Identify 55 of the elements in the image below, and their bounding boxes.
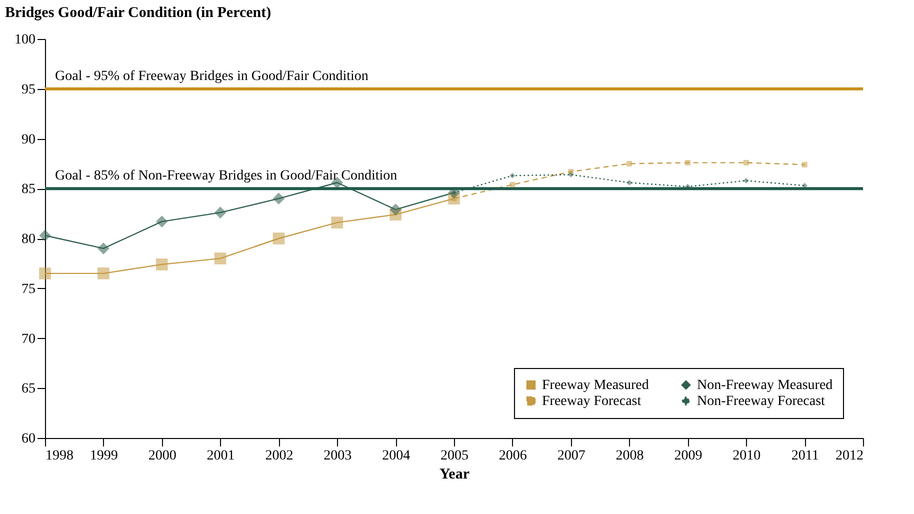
point [684, 160, 690, 166]
point [510, 172, 516, 178]
x-tick-label: 1999 [90, 448, 118, 464]
point [98, 242, 110, 254]
y-tick-label: 85 [22, 182, 36, 198]
y-tick-label: 75 [22, 282, 36, 297]
point [331, 216, 344, 228]
point [390, 204, 402, 216]
legend-label: Freeway Forecast [542, 394, 642, 409]
x-tick-label: 2004 [382, 448, 410, 464]
y-tick-label: 100 [14, 32, 36, 48]
y-tick-label: 80 [22, 232, 36, 247]
point [568, 172, 574, 178]
y-tick-label: 90 [22, 132, 36, 148]
point [626, 180, 632, 186]
x-tick-label: 1998 [46, 448, 74, 464]
point [39, 230, 51, 242]
point [156, 216, 168, 228]
point [626, 160, 632, 166]
y-tick-label: 60 [22, 432, 36, 446]
legend-label: Non-Freeway Measured [697, 378, 833, 393]
point [743, 178, 749, 184]
x-tick-label: 2002 [265, 448, 294, 464]
x-tick-label: 2010 [732, 448, 761, 464]
point [156, 258, 168, 270]
x-tick-label: 2001 [206, 448, 235, 464]
x-tick-label: 2005 [440, 448, 468, 464]
point [743, 160, 749, 166]
x-tick-label: 2000 [148, 448, 176, 464]
x-tick-label: 2006 [498, 448, 527, 464]
point [802, 162, 808, 168]
legend-label: Non-Freeway Forecast [697, 394, 826, 409]
x-tick-label: 2007 [557, 448, 586, 464]
y-tick-label: 70 [22, 332, 36, 347]
x-tick-label: 2008 [616, 448, 644, 464]
x-tick-label: 2003 [324, 448, 352, 464]
point [214, 252, 226, 264]
point [272, 232, 285, 244]
chart-title: Bridges Good/Fair Condition (in Percent) [5, 5, 272, 21]
y-tick-label: 95 [22, 82, 36, 98]
x-axis-title: Year [440, 466, 470, 482]
point [39, 267, 51, 280]
ref-line-label: Goal - 85% of Non-Freeway Bridges in Good/Fair Condition [55, 168, 398, 184]
point [214, 206, 226, 218]
point [98, 267, 110, 280]
point [802, 182, 808, 188]
x-tick-label: 2012 [836, 448, 864, 464]
x-tick-label: 2009 [674, 448, 702, 464]
legend-label: Freeway Measured [542, 378, 649, 393]
ref-line-label: Goal - 95% of Freeway Bridges in Good/Fair Condition [55, 68, 368, 84]
point [272, 192, 285, 205]
point [684, 184, 690, 190]
x-tick-label: 2011 [791, 448, 819, 464]
point [510, 182, 516, 188]
y-tick-label: 65 [22, 382, 36, 397]
